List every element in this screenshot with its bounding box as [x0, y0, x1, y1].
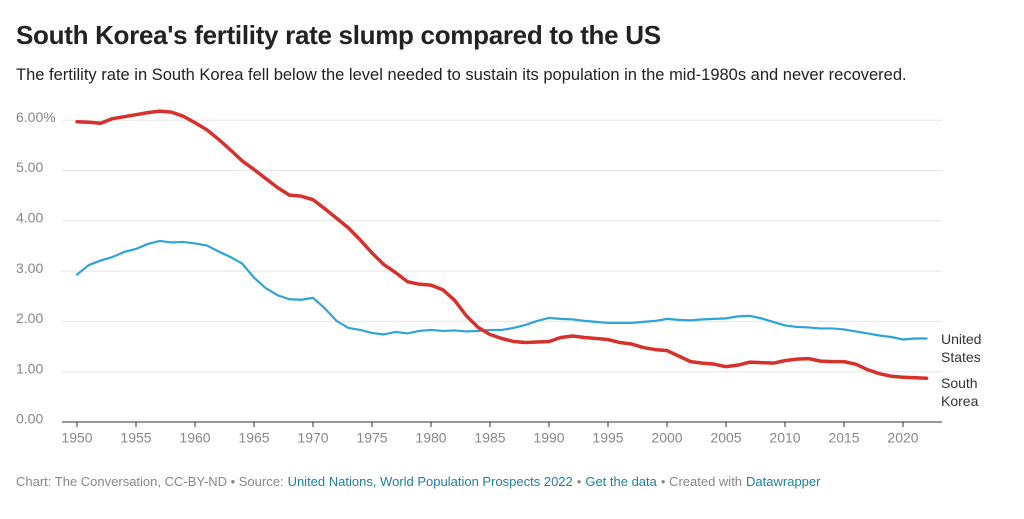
x-tick-label: 1980 — [415, 430, 446, 446]
y-tick-label: 0.00 — [16, 411, 43, 427]
x-tick-label: 1965 — [238, 430, 269, 446]
series-label: United States — [941, 331, 982, 365]
series-line — [75, 239, 928, 341]
y-tick-label: 2.00 — [16, 310, 43, 326]
footer: Chart: The Conversation, CC-BY-ND • Sour… — [16, 474, 824, 489]
series-line — [75, 109, 929, 380]
x-tick-label: 1955 — [120, 430, 151, 446]
x-tick-label: 1950 — [61, 430, 92, 446]
get-data-link[interactable]: Get the data — [585, 474, 657, 489]
x-tick-label: 2000 — [651, 430, 682, 446]
tool-link[interactable]: Datawrapper — [746, 474, 821, 489]
x-tick-label: 2010 — [769, 430, 800, 446]
y-tick-label: 5.00 — [16, 159, 43, 175]
x-tick-label: 2005 — [710, 430, 741, 446]
x-tick-label: 1975 — [356, 430, 387, 446]
x-tick-label: 1995 — [592, 430, 623, 446]
x-tick-label: 1990 — [533, 430, 564, 446]
y-tick-label: 3.00 — [16, 260, 43, 276]
x-tick-label: 1960 — [179, 430, 210, 446]
separator: • — [576, 474, 582, 489]
credit: Chart: The Conversation, CC-BY-ND • Sour… — [16, 474, 284, 489]
chart-subtitle: The fertility rate in South Korea fell b… — [16, 66, 907, 84]
y-tick-label: 6.00% — [16, 109, 56, 125]
y-tick-label: 1.00 — [16, 360, 43, 376]
y-tick-label: 4.00 — [16, 210, 43, 226]
x-tick-label: 1970 — [297, 430, 328, 446]
x-tick-label: 1985 — [474, 430, 505, 446]
x-tick-label: 2020 — [887, 430, 918, 446]
x-tick-label: 2015 — [828, 430, 859, 446]
created-with: • Created with — [660, 474, 743, 489]
source-link[interactable]: United Nations, World Population Prospec… — [287, 474, 573, 489]
series-label: South Korea — [941, 375, 979, 409]
chart-title: South Korea's fertility rate slump compa… — [16, 20, 661, 50]
